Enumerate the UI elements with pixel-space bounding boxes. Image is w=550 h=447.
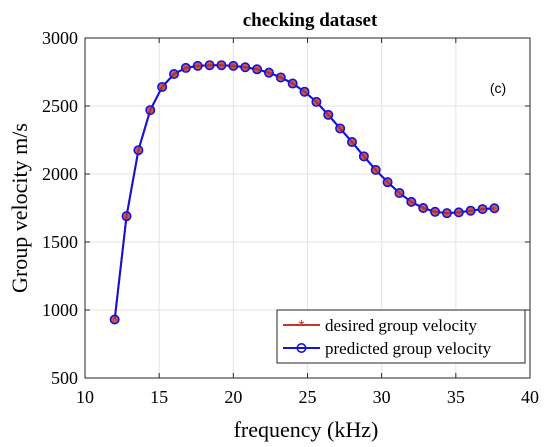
x-tick-label: 15 <box>150 387 168 407</box>
data-point-predicted <box>418 203 429 214</box>
data-point-desired <box>348 138 356 146</box>
data-point-predicted <box>382 177 393 188</box>
data-point-desired <box>170 70 178 78</box>
legend: * desired group velocity predicted group… <box>276 309 526 364</box>
data-point-predicted <box>323 109 334 120</box>
data-point-predicted <box>240 62 251 73</box>
series-layer <box>109 60 500 325</box>
data-point-predicted <box>346 137 357 148</box>
data-point-predicted <box>204 60 215 71</box>
data-point-desired <box>122 212 131 220</box>
data-point-predicted <box>216 60 227 71</box>
data-point-predicted <box>430 206 441 217</box>
data-point-desired <box>360 152 368 160</box>
data-point-predicted <box>441 208 452 219</box>
data-point-desired <box>384 178 392 186</box>
data-point-desired <box>182 64 190 72</box>
x-axis-label: frequency (kHz) <box>234 417 379 442</box>
legend-label-desired: desired group velocity <box>325 316 478 335</box>
data-point-desired <box>277 73 285 82</box>
panel-annotation: (c) <box>490 80 506 96</box>
y-tick-label: 2000 <box>42 164 78 184</box>
data-point-desired <box>241 63 249 71</box>
y-tick-label: 1000 <box>42 300 78 320</box>
data-point-predicted <box>180 62 191 73</box>
data-point-predicted <box>477 204 488 215</box>
legend-marker-desired: * <box>298 318 304 335</box>
x-tick-label: 25 <box>299 387 317 407</box>
data-point-predicted <box>192 60 203 71</box>
data-point-predicted <box>311 96 322 107</box>
data-point-desired <box>395 189 404 197</box>
data-point-predicted <box>109 314 120 325</box>
data-point-predicted <box>169 69 180 80</box>
data-point-desired <box>206 61 214 69</box>
legend-label-predicted: predicted group velocity <box>325 339 492 358</box>
data-point-predicted <box>299 86 310 97</box>
data-point-predicted <box>358 151 369 162</box>
y-tick-label: 1500 <box>42 232 78 252</box>
data-point-desired <box>158 83 166 91</box>
data-point-desired <box>111 315 119 324</box>
data-point-desired <box>194 62 202 70</box>
legend-box <box>276 309 526 364</box>
data-point-predicted <box>157 81 168 92</box>
chart-title: checking dataset <box>243 10 378 31</box>
data-point-desired <box>407 198 415 206</box>
data-point-desired <box>289 79 297 88</box>
data-point-predicted <box>453 207 464 218</box>
data-point-desired <box>336 124 344 133</box>
data-point-desired <box>134 146 142 154</box>
data-point-predicted <box>287 78 298 89</box>
data-point-predicted <box>263 67 274 78</box>
data-point-desired <box>467 207 475 215</box>
y-axis-label: Group velocity m/s <box>7 123 32 293</box>
y-tick-label: 2500 <box>42 96 78 116</box>
x-tick-label: 35 <box>447 387 465 407</box>
x-tick-label: 30 <box>373 387 391 407</box>
y-tick-label: 500 <box>51 368 78 388</box>
x-tick-label: 10 <box>76 387 94 407</box>
data-point-desired <box>146 106 154 114</box>
data-point-desired <box>217 61 226 69</box>
data-point-desired <box>419 204 427 212</box>
data-point-desired <box>455 208 463 216</box>
data-point-desired <box>265 69 273 77</box>
data-point-predicted <box>465 205 476 216</box>
data-point-desired <box>324 111 332 119</box>
data-point-desired <box>300 88 309 96</box>
data-point-desired <box>229 62 237 70</box>
data-point-desired <box>312 98 320 106</box>
data-point-predicted <box>228 60 239 71</box>
x-tick-label: 40 <box>521 387 539 407</box>
data-point-desired <box>253 65 261 73</box>
data-point-desired <box>372 166 380 174</box>
data-point-predicted <box>406 196 417 207</box>
axis-ticks: 10 15 20 25 30 35 40 500 1000 1500 2000 2500 3000 <box>42 28 539 407</box>
legend-marker-predicted <box>296 342 307 353</box>
data-point-predicted <box>275 72 286 83</box>
data-point-predicted <box>489 203 500 214</box>
data-point-desired <box>490 204 498 212</box>
data-point-predicted <box>252 64 263 75</box>
y-tick-label: 3000 <box>42 28 78 48</box>
data-point-predicted <box>133 145 144 156</box>
data-point-desired <box>431 208 439 216</box>
data-point-predicted <box>394 188 405 199</box>
data-point-predicted <box>121 211 132 222</box>
data-point-predicted <box>145 105 156 116</box>
data-point-predicted <box>335 123 346 134</box>
x-tick-label: 20 <box>224 387 242 407</box>
data-point-desired <box>443 209 451 217</box>
data-point-predicted <box>370 164 381 175</box>
data-point-desired <box>478 205 487 213</box>
